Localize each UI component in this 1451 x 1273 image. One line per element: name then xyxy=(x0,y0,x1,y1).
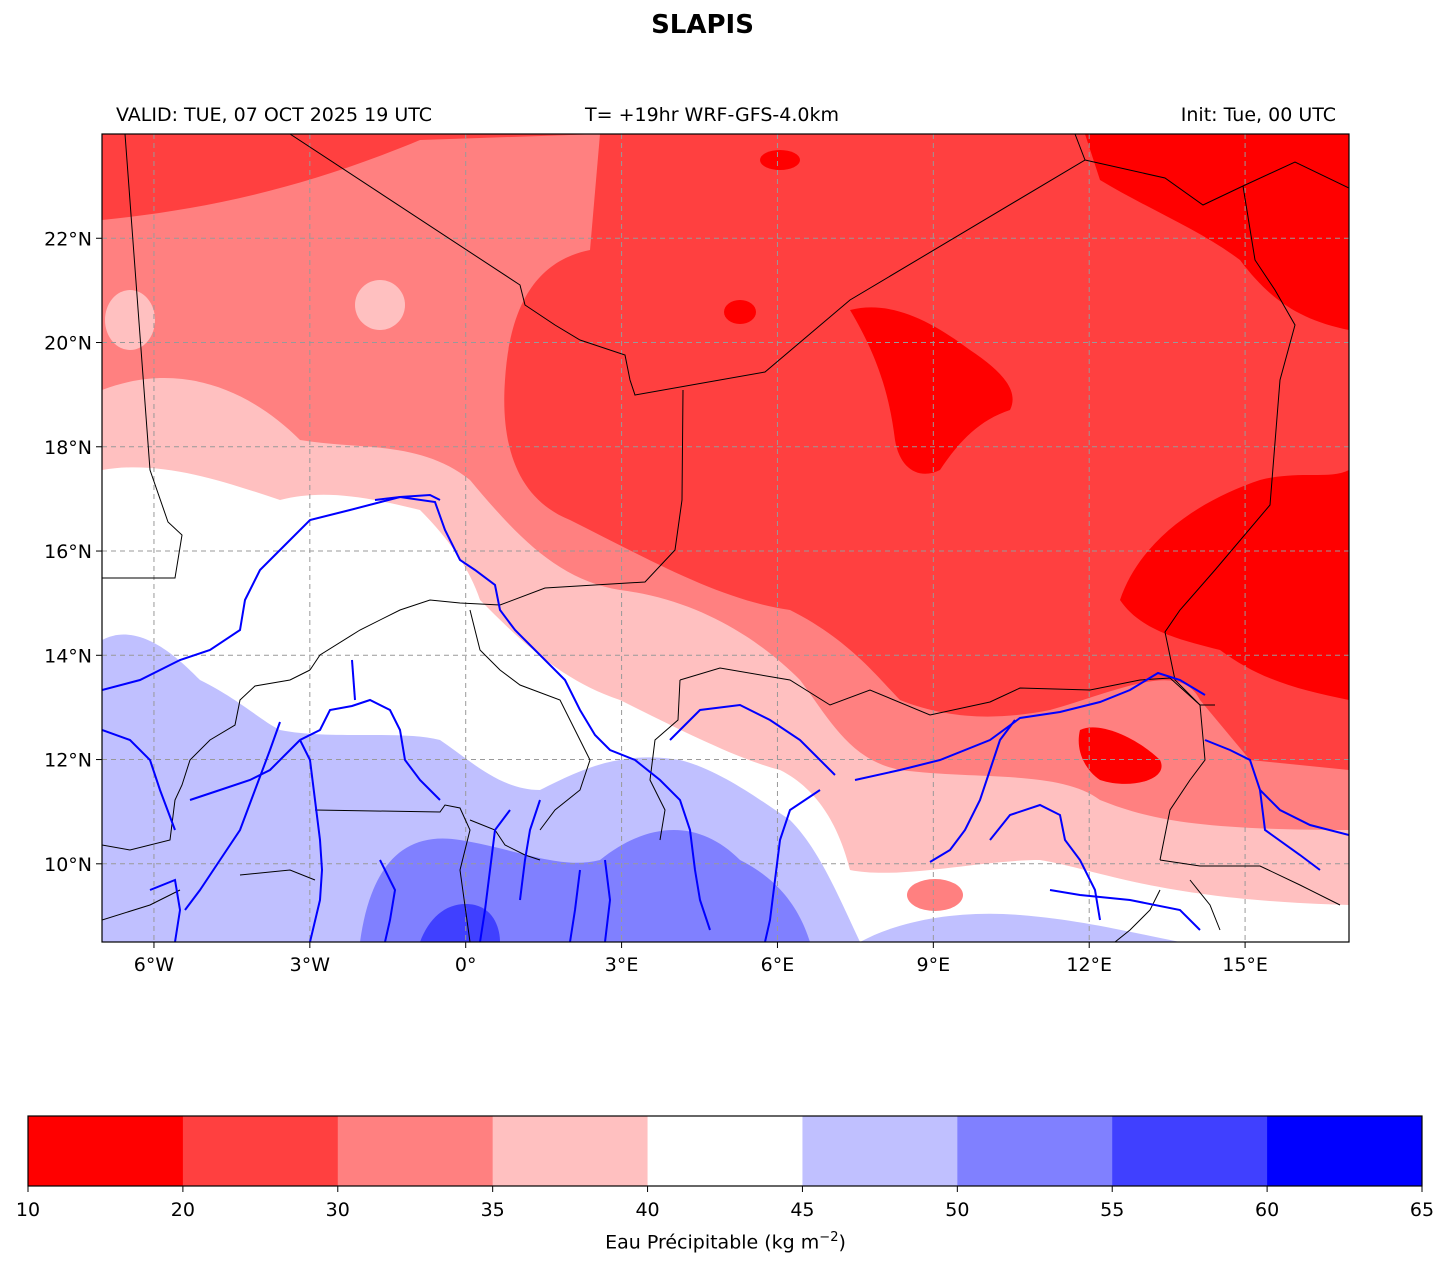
colorbar-tick-label: 60 xyxy=(1255,1199,1279,1221)
colorbar-segment xyxy=(802,1116,958,1186)
colorbar-segment xyxy=(1267,1116,1423,1186)
map-title: SLAPIS xyxy=(651,10,754,40)
colorbar-tick-label: 20 xyxy=(171,1199,195,1221)
lat-tick-label: 20°N xyxy=(44,333,92,355)
lat-tick-label: 14°N xyxy=(44,645,92,667)
lat-tick-label: 12°N xyxy=(44,750,92,772)
colorbar-segment xyxy=(337,1116,494,1186)
colorbar-segment xyxy=(957,1116,1113,1186)
valid-time-label: VALID: TUE, 07 OCT 2025 19 UTC xyxy=(116,104,432,126)
colorbar-tick-label: 35 xyxy=(481,1199,505,1221)
longitude-tick-labels: 6°W 3°W 0° 3°E 6°E 9°E 12°E 15°E xyxy=(134,942,1268,976)
colorbar: 10 20 30 35 40 45 50 55 60 65 xyxy=(16,1115,1434,1221)
colorbar-segment xyxy=(28,1116,184,1186)
latitude-tick-labels: 10°N 12°N 14°N 16°N 18°N 20°N 22°N xyxy=(44,228,102,876)
lon-tick-label: 9°E xyxy=(917,954,951,976)
lon-tick-label: 3°E xyxy=(605,954,639,976)
lat-tick-label: 16°N xyxy=(44,541,92,563)
init-time-label: Init: Tue, 00 UTC xyxy=(1180,104,1336,126)
map-frame xyxy=(101,133,1350,943)
colorbar-segment xyxy=(647,1116,803,1186)
colorbar-tick-label: 40 xyxy=(635,1199,659,1221)
model-run-label: T= +19hr WRF-GFS-4.0km xyxy=(585,104,839,126)
colorbar-tick-label: 55 xyxy=(1100,1199,1124,1221)
colorbar-segment xyxy=(1112,1116,1268,1186)
lon-tick-label: 12°E xyxy=(1066,954,1112,976)
graticule-grid xyxy=(102,134,1349,942)
lat-tick-label: 18°N xyxy=(44,437,92,459)
country-borders xyxy=(102,134,1349,942)
lat-tick-label: 10°N xyxy=(44,854,92,876)
colorbar-label-close: ) xyxy=(838,1231,846,1254)
colorbar-segment xyxy=(492,1116,649,1186)
lon-tick-label: 0° xyxy=(455,954,477,976)
colorbar-label: Eau Précipitable (kg m−2) xyxy=(0,1230,1451,1253)
colorbar-tick-label: 50 xyxy=(945,1199,969,1221)
colorbar-label-exponent: −2 xyxy=(819,1230,839,1245)
lon-tick-label: 6°W xyxy=(134,954,175,976)
colorbar-tick-label: 65 xyxy=(1410,1199,1434,1221)
colorbar-tick-label: 10 xyxy=(16,1199,40,1221)
colorbar-tick-label: 45 xyxy=(790,1199,814,1221)
rivers xyxy=(102,493,1349,942)
colorbar-tick-label: 30 xyxy=(326,1199,350,1221)
colorbar-segment xyxy=(182,1116,339,1186)
lon-tick-label: 6°E xyxy=(761,954,795,976)
lat-tick-label: 22°N xyxy=(44,228,92,250)
colorbar-label-main: Eau Précipitable (kg m xyxy=(605,1231,820,1254)
lon-tick-label: 15°E xyxy=(1222,954,1268,976)
colorbar-frame xyxy=(27,1115,1423,1187)
lon-tick-label: 3°W xyxy=(290,954,331,976)
precipitable-water-field xyxy=(102,134,1349,942)
